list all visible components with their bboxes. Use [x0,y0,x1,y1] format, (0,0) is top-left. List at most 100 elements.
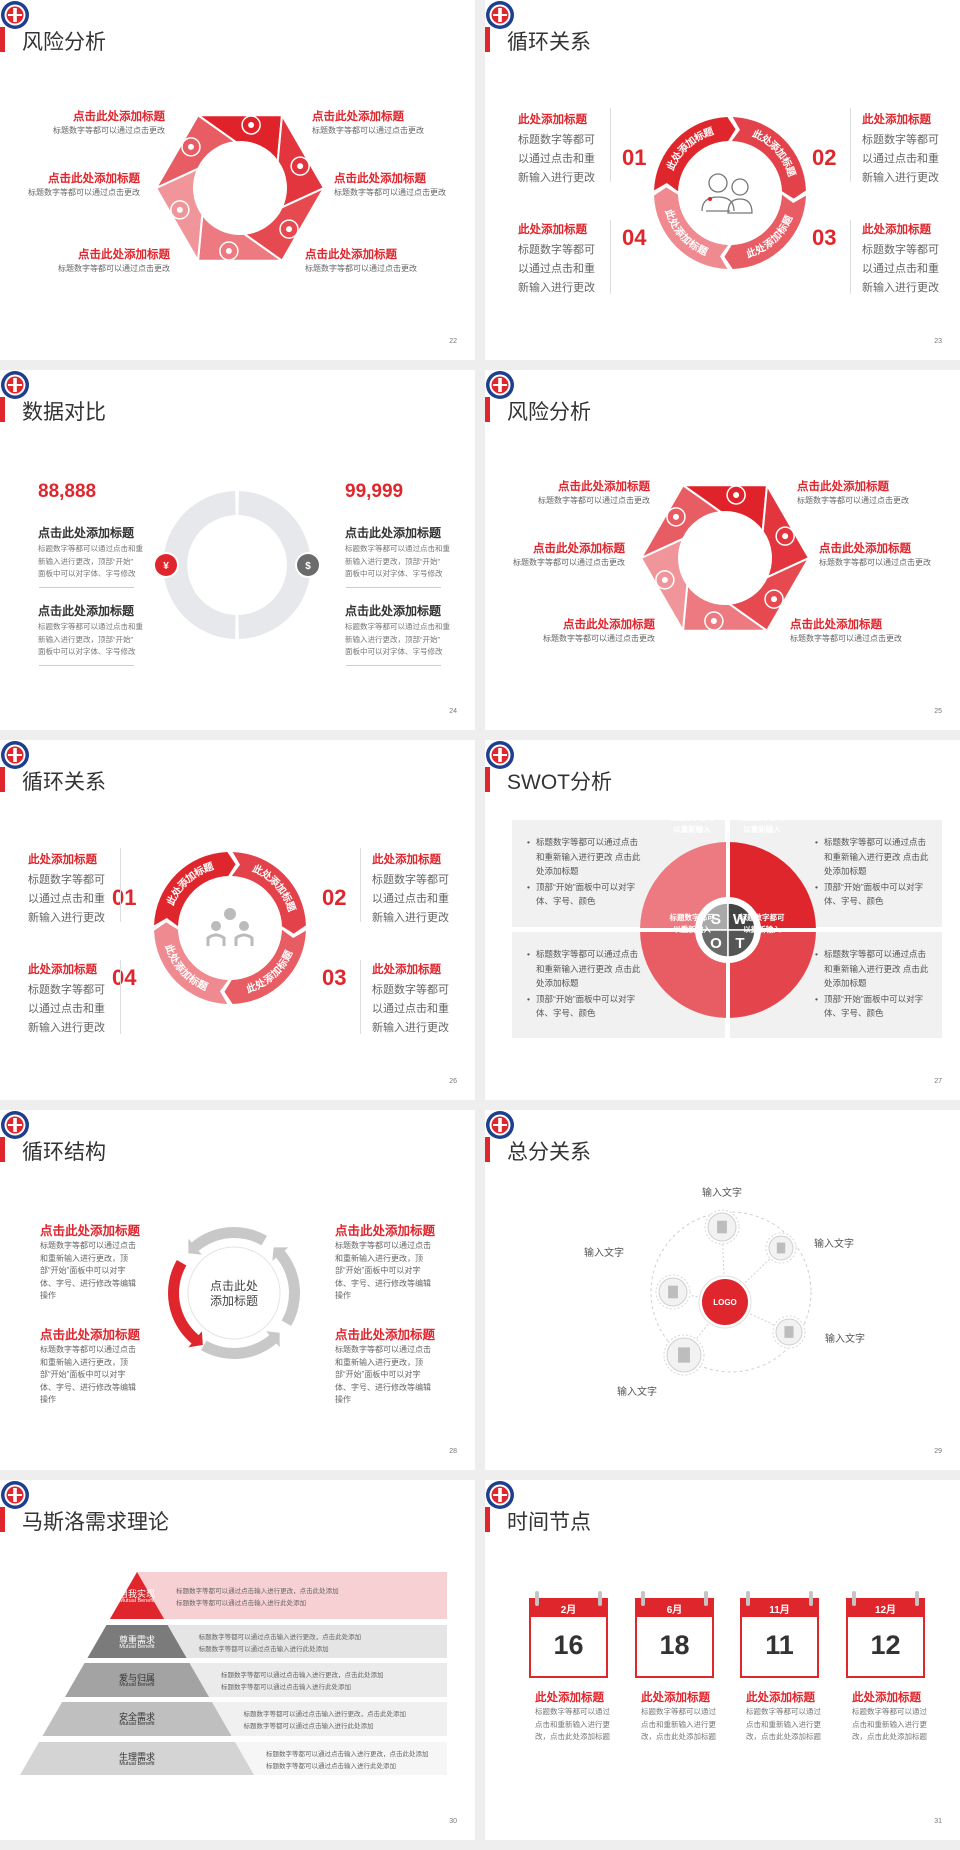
item-description: 标题数字等都可以通过点击更改 [819,558,931,567]
calendar-ring [809,1591,813,1606]
item-title: 点击此处添加标题 [819,543,911,555]
hub-diagram: LOGO [650,1209,812,1376]
swot-letter: S [711,911,721,928]
slide-thumbnail[interactable]: 循环关系 23 此处添加标题 此处添加标题 此处添加标题 此处添加标题 此处添加标题 标题数字… [485,0,960,360]
slide-thumbnail[interactable]: 循环结构 28 点击此处 添加标题 点击此处添加标题 标题数字等都可以通过点击和重新输入进… [0,1110,475,1470]
title-accent-bar [485,397,490,422]
calendar-ring [746,1591,750,1606]
slide-thumbnail[interactable]: 风险分析 25 点击此处添加标题 标题数字等都可以通过点击更改 点击此处添加标题 标题数字… [485,370,960,730]
slide-thumbnail[interactable]: 风险分析 22 点击此处添加标题 标题数字等都可以通过点击更改 点击此处添加标题 标题数字… [0,0,475,360]
step-number: 03 [322,965,347,990]
block-description-line: 面板中可以对字体、字号修改 [345,569,443,578]
quadrant-center-text: 以重新输入 [743,825,781,834]
step-description-line: 标题数字等都可 [28,874,105,886]
slide-thumbnail[interactable]: SWOT分析 27 S W O T 标题数字都可 以重新输入 标题数字都可 以重新输入 标题数字都可… [485,740,960,1100]
bullet-item: • 顶部“开始”面板中可以对字体、字号、颜色 [815,880,930,909]
divider-line [360,960,361,1034]
stat-value: 88,888 [38,481,97,502]
level-name: 自我实现 [118,1588,155,1599]
step-description-line: 以通过点击和重 [372,893,449,905]
stat-value: 99,999 [345,481,404,502]
block-title: 点击此处添加标题 [345,604,442,618]
slide-thumbnail[interactable]: 总分关系 29 LOGO 输入文字 输入文字 输入文字 输入文字 输入文字 [485,1110,960,1470]
liver-icon [170,200,190,220]
node-label: 输入文字 [825,1334,865,1345]
slide-thumbnail[interactable]: 马斯洛需求理论 30 自我实现 Mutual Benefit 标题数字等都可以通过点击输… [0,1480,475,1840]
item-description: 标题数字等都可以通过点击更改 [58,264,170,273]
cycle-arrow-segment [224,929,306,1004]
step-number: 04 [112,965,137,990]
level-bullet: 标题数字等都可以通过点击输入进行更改，点击此处添加 [221,1672,384,1679]
bullet-item: • 顶部“开始”面板中可以对字体、字号、颜色 [527,992,642,1021]
slide-title: 风险分析 [507,401,591,424]
level-bullet: 标题数字等都可以通过点击输入进行此处添加 [221,1684,352,1691]
block-description-line: 标题数字等都可以通过点击和重 [345,622,450,631]
quadrant-center-text: 以重新输入 [673,825,711,834]
divider-line [39,587,134,588]
step-title: 此处添加标题 [518,114,587,126]
bullet-item: • 顶部“开始”面板中可以对字体、字号、颜色 [527,880,642,909]
step-description-line: 新输入进行更改 [518,282,595,294]
level-bullet: 标题数字等都可以通过点击输入进行此处添加 [198,1645,329,1653]
item-title: 点击此处添加标题 [533,543,625,555]
hexagon-cycle-diagram [638,482,812,634]
bullet-text: 顶部“开始”面板中可以对字体、字号、颜色 [824,881,924,907]
item-title: 点击此处添加标题 [563,619,655,631]
quadrant-center-text: 以重新输入 [743,925,781,934]
bullet-item: • 标题数字等都可以通过点击和重新输入进行更改 点击此处添加标题 [527,835,642,879]
swot-letter: O [710,935,722,952]
center-circle [187,1246,281,1340]
title-accent-bar [485,1137,490,1162]
bullet-text: 顶部“开始”面板中可以对字体、字号、颜色 [536,993,636,1019]
school-logo [1,371,29,399]
slide-title: 风险分析 [22,31,106,54]
intestine-icon [279,219,299,239]
quadrant-bullets: • 标题数字等都可以通过点击和重新输入进行更改 点击此处添加标题 • 顶部“开始”面板… [815,947,930,1022]
page-number: 29 [934,1448,942,1455]
node-label: 输入文字 [617,1387,657,1398]
slide-thumbnail[interactable]: 时间节点 31 2月 16 此处添加标题 标题数字等都可以通过点击和重新输入进行更改，点击… [485,1480,960,1840]
school-logo [486,741,514,769]
block-description-line: 面板中可以对字体、字号修改 [38,647,136,656]
cycle-arrow-segment [154,922,229,1004]
page-number: 23 [934,338,942,345]
bullet-item: • 标题数字等都可以通过点击和重新输入进行更改 点击此处添加标题 [815,947,930,991]
building-icon [678,1347,690,1363]
kidney-icon [290,156,310,176]
step-description-line: 新输入进行更改 [28,912,105,924]
item-title: 点击此处添加标题 [40,1328,141,1342]
step-description-line: 新输入进行更改 [28,1022,105,1034]
page-number: 28 [449,1448,457,1455]
block-description-line: 面板中可以对字体、字号修改 [38,569,136,578]
divider-line [360,848,361,922]
calendar-month: 12月 [874,1605,897,1616]
slide-thumbnail[interactable]: 数据对比 24 ¥ $88,888 点击此处添加标题 标题数字等都可以通过点击和重 新输入进… [0,370,475,730]
item-description: 标题数字等都可以通过点击更改 [305,264,417,273]
money-bag-icon [726,485,746,505]
item-title: 点击此处添加标题 [558,481,650,493]
step-description-line: 以通过点击和重 [372,1003,449,1015]
item-description: 标题数字等都可以通过点击更改 [53,126,165,135]
building-icon [784,1326,794,1338]
item-description: 标题数字等都可以通过点击更改 [790,634,902,643]
item-title: 点击此处添加标题 [73,111,165,123]
swot-letter-quadrant [700,902,729,931]
slide-title: 循环关系 [22,771,106,794]
bullet-dot: • [527,837,530,847]
date-title: 此处添加标题 [852,1692,921,1704]
title-accent-bar [485,27,490,52]
school-logo [486,1481,514,1509]
step-description-line: 标题数字等都可 [372,984,449,996]
item-description: 标题数字等都可以通过点击和重新输入进行更改，顶部“开始”面板中可以对字体、字号、… [40,1345,136,1404]
title-accent-bar [485,1507,490,1532]
quadrant-bullets: • 标题数字等都可以通过点击和重新输入进行更改 点击此处添加标题 • 顶部“开始”面板… [815,835,930,910]
pyramid-level [109,1572,165,1619]
item-title: 点击此处添加标题 [335,1328,436,1342]
level-subtitle: Mutual Benefit [119,1760,155,1767]
item-title: 点击此处添加标题 [40,1224,141,1238]
level-bar [137,1625,447,1658]
slide-thumbnail[interactable]: 循环关系 26 此处添加标题 此处添加标题 此处添加标题 此处添加标题 此处添加标题 标题数字… [0,740,475,1100]
level-name: 安全需求 [118,1712,155,1722]
building-icon [776,1242,786,1254]
bullet-item: • 标题数字等都可以通过点击和重新输入进行更改 点击此处添加标题 [527,947,642,991]
